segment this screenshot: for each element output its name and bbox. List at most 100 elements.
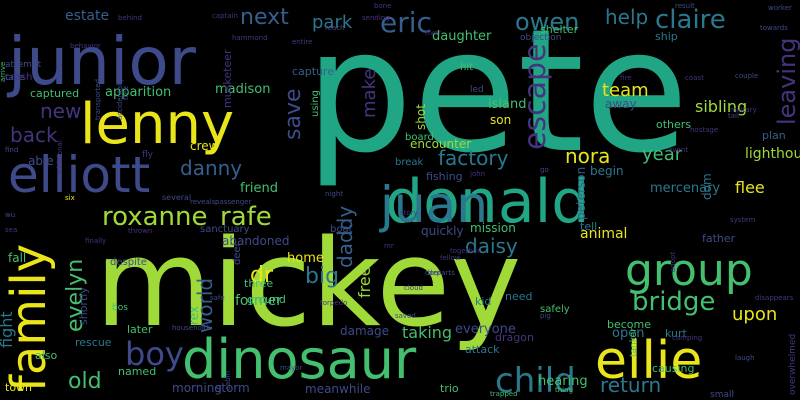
cloud-word-system: system — [730, 216, 755, 224]
cloud-word-several: several — [162, 193, 191, 202]
cloud-word-break: break — [395, 157, 424, 168]
cloud-word-kurt: kurt — [665, 327, 688, 340]
cloud-word-need: need — [505, 290, 533, 303]
cloud-word-away: away — [605, 97, 637, 111]
cloud-word-rafe: rafe — [220, 202, 272, 232]
cloud-word-night: night — [325, 190, 343, 198]
cloud-word-team: team — [602, 80, 649, 101]
cloud-word-evelyn: evelyn — [63, 259, 88, 332]
cloud-word-daughter: daughter — [432, 29, 492, 44]
cloud-word-door: door — [425, 269, 441, 277]
cloud-word-tail: tail — [728, 112, 739, 120]
cloud-word-morning: morning — [172, 381, 222, 395]
cloud-word-thrown: thrown — [128, 227, 152, 235]
cloud-word-take: take — [5, 73, 25, 83]
cloud-word-entire: entire — [292, 38, 312, 46]
cloud-word-mission: mission — [470, 221, 516, 235]
cloud-word-captain: captain — [212, 12, 238, 20]
cloud-word-finally: finally — [85, 237, 106, 245]
cloud-word-behavior: behavior — [70, 42, 101, 50]
cloud-word-ship: ship — [655, 30, 678, 43]
cloud-word-board: board — [405, 132, 434, 143]
cloud-word-thing: thing — [555, 386, 573, 394]
cloud-word-old: old — [68, 369, 102, 394]
cloud-word-boat: boat — [330, 224, 353, 235]
cloud-word-attempt: attempt — [5, 60, 42, 70]
cloud-word-sanctuary: sanctuary — [200, 224, 250, 235]
cloud-word-attack: attack — [465, 343, 500, 356]
cloud-word-return: return — [600, 373, 661, 397]
cloud-word-dr: dr — [250, 263, 274, 288]
cloud-word-safe: safe — [210, 294, 225, 302]
cloud-word-former: former — [235, 293, 282, 309]
cloud-word-big: big — [305, 264, 339, 289]
cloud-word-adopt: adopt — [669, 252, 677, 272]
cloud-word-family: family — [1, 244, 57, 392]
cloud-word-friend: friend — [240, 181, 278, 196]
cloud-word-rescue: rescue — [75, 336, 112, 349]
cloud-word-help: help — [605, 5, 648, 29]
cloud-word-dragon: dragon — [495, 331, 534, 344]
cloud-word-begin: begin — [590, 164, 624, 178]
cloud-word-arrive: arrive — [0, 62, 7, 82]
cloud-word-bone: bone — [374, 2, 391, 10]
cloud-word-factory: factory — [438, 146, 509, 170]
cloud-word-upon: upon — [732, 304, 777, 325]
cloud-word-become: become — [607, 318, 651, 331]
cloud-word-roxanne: roxanne — [102, 202, 208, 232]
cloud-word-claire: claire — [655, 5, 726, 35]
cloud-word-wu: wu — [5, 211, 15, 219]
cloud-word-story: story — [400, 209, 418, 217]
cloud-word-causing: causing — [652, 362, 695, 375]
cloud-word-saved: saved — [395, 312, 416, 320]
cloud-word-crash: crash — [5, 72, 32, 83]
cloud-word-animal: animal — [580, 226, 627, 242]
cloud-word-river: river — [425, 29, 441, 37]
cloud-word-year: year — [642, 144, 683, 165]
cloud-word-trio: trio — [440, 382, 459, 395]
cloud-word-make: make — [359, 69, 380, 118]
cloud-word-child: child — [495, 361, 576, 400]
cloud-word-hit: hit — [460, 62, 473, 73]
cloud-word-ground: ground — [247, 293, 286, 306]
cloud-word-sending: sending — [362, 14, 390, 22]
cloud-word-reveals: reveals — [190, 198, 216, 206]
cloud-word-cloud: cloud — [404, 284, 423, 292]
cloud-word-fishing: fishing — [426, 170, 463, 183]
cloud-word-bridge: bridge — [632, 287, 715, 317]
cloud-word-mickey: mickey — [95, 215, 521, 354]
cloud-word-safely: safely — [540, 304, 570, 315]
cloud-word-find: find — [5, 146, 18, 154]
cloud-word-together: together — [450, 247, 480, 255]
cloud-word-tanker: tanker — [629, 328, 639, 357]
cloud-word-group: group — [625, 245, 753, 296]
cloud-word-shortly: shortly — [77, 287, 90, 325]
cloud-word-ellie: ellie — [595, 331, 702, 391]
cloud-word-household: household — [172, 324, 208, 332]
cloud-word-event: event — [668, 146, 688, 154]
cloud-word-storm: storm — [215, 381, 250, 395]
cloud-word-eric: eric — [380, 6, 432, 39]
cloud-word-estate: estate — [65, 8, 109, 24]
cloud-word-captured: captured — [30, 87, 79, 100]
cloud-word-mercenary: mercenary — [650, 181, 720, 196]
cloud-word-coast: coast — [685, 74, 704, 82]
cloud-word-flee: flee — [735, 178, 765, 197]
cloud-word-nora: nora — [565, 144, 610, 168]
cloud-word-kid: kid — [475, 295, 491, 308]
cloud-word-hearing: hearing — [538, 374, 588, 389]
cloud-word-lenny: lenny — [80, 92, 234, 157]
cloud-word-open: open — [612, 326, 644, 341]
cloud-word-led: led — [470, 85, 484, 95]
cloud-word-able: able — [28, 154, 54, 168]
cloud-word-island: island — [488, 97, 526, 112]
cloud-word-mayor: mayor — [280, 364, 303, 372]
cloud-word-later: later — [127, 323, 153, 336]
cloud-word-damage: damage — [340, 324, 389, 338]
cloud-word-accidentally: accidentally — [116, 78, 124, 120]
cloud-word-others: others — [656, 118, 691, 131]
cloud-word-despite: despite — [110, 257, 147, 268]
cloud-word-home: home — [287, 251, 324, 266]
cloud-word-meanwhile: meanwhile — [305, 382, 371, 396]
